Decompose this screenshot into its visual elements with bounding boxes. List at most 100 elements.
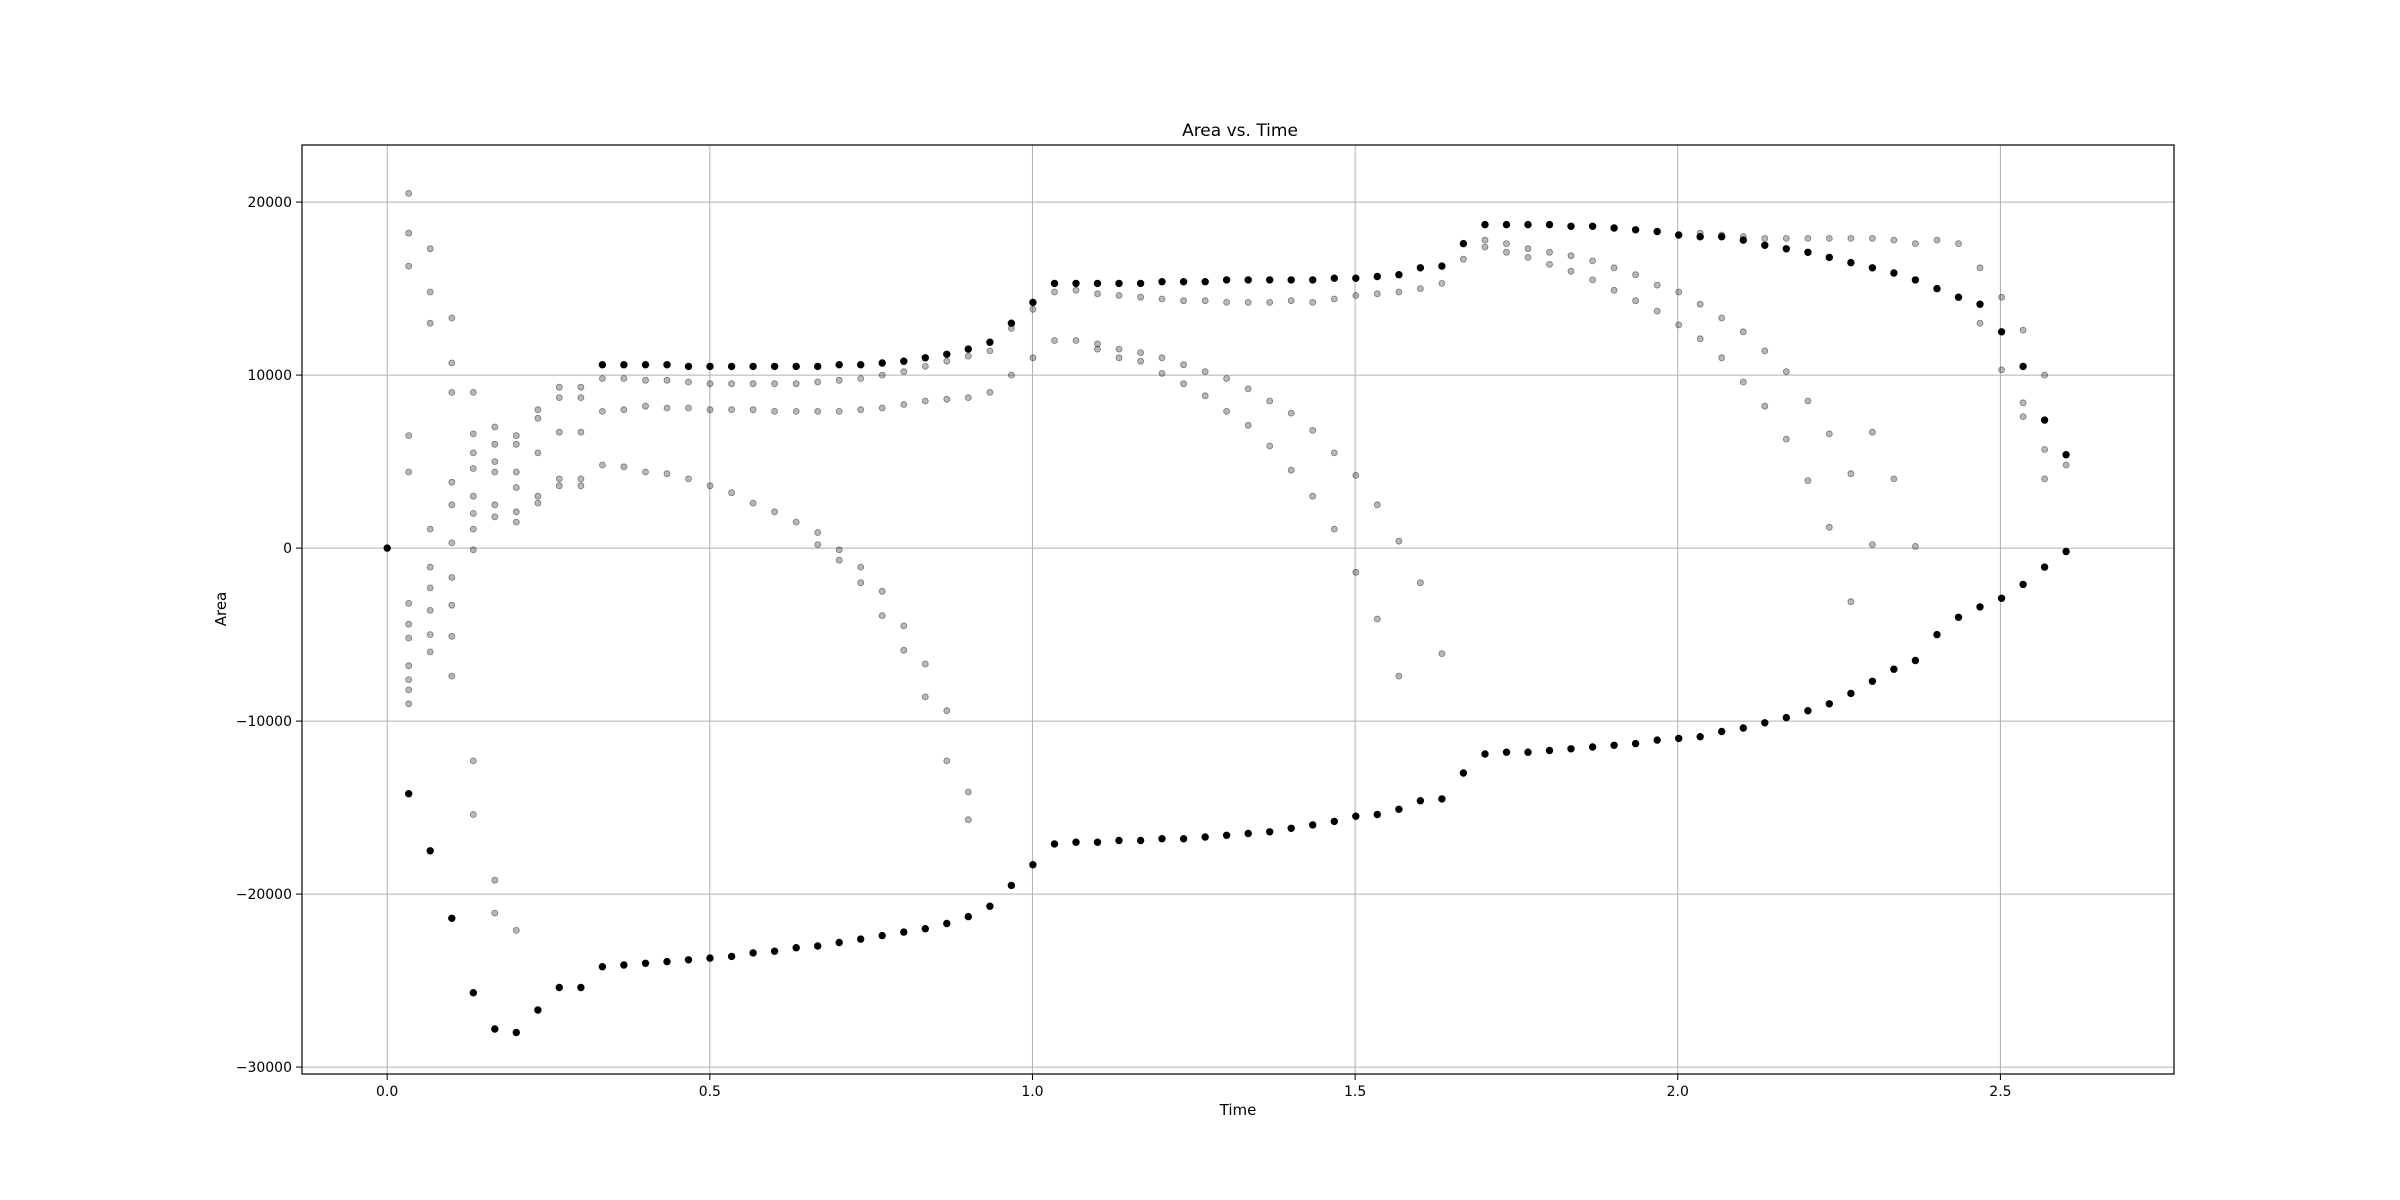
data-point	[1416, 264, 1425, 272]
data-point	[684, 362, 693, 371]
data-point	[835, 938, 843, 947]
data-point	[771, 508, 778, 516]
data-point	[2062, 451, 2070, 459]
y-tick-label: −10000	[236, 714, 292, 730]
x-tick-label: 0.0	[376, 1084, 398, 1100]
data-point	[663, 404, 671, 412]
data-point	[1546, 248, 1553, 256]
data-point	[1890, 475, 1898, 483]
data-point	[1546, 260, 1553, 268]
data-point	[1696, 335, 1704, 343]
data-point	[1093, 838, 1102, 846]
data-point	[1308, 821, 1317, 829]
data-point	[491, 423, 499, 431]
data-point	[706, 380, 714, 388]
data-point	[900, 928, 908, 936]
data-point	[1223, 375, 1230, 382]
data-point	[1395, 805, 1403, 813]
data-point	[749, 499, 757, 507]
data-point	[512, 518, 520, 526]
data-point	[792, 380, 800, 388]
data-point	[1459, 239, 1468, 248]
data-point	[426, 563, 434, 571]
data-point	[1696, 229, 1704, 237]
data-point	[706, 362, 714, 371]
data-point	[1115, 354, 1123, 362]
data-point	[1804, 234, 1812, 242]
data-point	[1201, 278, 1209, 286]
data-point	[814, 362, 822, 371]
data-point	[577, 482, 585, 490]
data-point	[1912, 543, 1919, 550]
data-point	[1244, 421, 1252, 429]
data-point	[1976, 300, 1984, 308]
data-point	[1847, 598, 1855, 606]
data-point	[943, 919, 951, 928]
data-point	[792, 944, 800, 952]
data-point	[1352, 471, 1360, 479]
data-point	[1588, 743, 1597, 751]
data-point	[1890, 236, 1898, 244]
data-point	[405, 432, 413, 440]
data-point	[1136, 279, 1145, 288]
data-point	[792, 362, 800, 371]
data-point	[1502, 220, 1511, 229]
data-point	[426, 288, 434, 296]
data-point	[1589, 257, 1596, 265]
data-point	[469, 492, 477, 500]
data-point	[1352, 568, 1360, 576]
data-point	[405, 790, 413, 798]
data-point	[1933, 630, 1941, 639]
data-point	[641, 361, 650, 369]
data-point	[599, 375, 606, 382]
data-point	[749, 380, 757, 388]
data-point	[1137, 357, 1144, 365]
data-point	[1847, 234, 1855, 242]
data-point	[986, 347, 994, 355]
data-point	[1567, 267, 1575, 275]
data-point	[512, 1028, 520, 1037]
data-point	[405, 229, 413, 237]
data-point	[943, 350, 951, 358]
data-point	[534, 449, 542, 457]
plot-area-frame	[301, 144, 2175, 1075]
data-point	[555, 394, 563, 402]
data-point	[986, 338, 994, 346]
data-point	[512, 440, 520, 448]
data-point	[1481, 236, 1489, 244]
data-point	[835, 556, 843, 564]
data-point	[814, 407, 822, 415]
data-point	[921, 925, 929, 933]
data-point	[1718, 231, 1726, 239]
data-point	[1524, 245, 1532, 253]
data-point	[1567, 252, 1575, 260]
data-point	[663, 470, 671, 478]
y-axis-ticks: −30000 −20000 −10000 0 10000 20000	[236, 195, 302, 1076]
data-point	[835, 376, 843, 384]
data-point	[1631, 226, 1640, 234]
data-point	[706, 406, 714, 414]
data-point	[426, 607, 434, 614]
data-point	[1739, 328, 1747, 336]
data-point	[1094, 340, 1101, 348]
data-point	[448, 359, 456, 367]
data-point	[1007, 881, 1016, 890]
data-point	[1696, 733, 1704, 741]
data-point	[1180, 297, 1187, 305]
data-point	[1287, 297, 1295, 305]
data-point	[1266, 397, 1274, 405]
data-point	[405, 662, 413, 670]
data-point	[878, 359, 886, 367]
data-point	[1180, 361, 1187, 369]
x-tick-label: 2.0	[1667, 1084, 1689, 1100]
data-point	[405, 189, 413, 197]
data-point	[469, 430, 477, 438]
data-point	[1287, 276, 1295, 284]
data-point	[577, 383, 585, 391]
data-point	[2019, 362, 2027, 371]
data-point	[405, 468, 413, 476]
data-point	[1093, 279, 1102, 288]
data-point	[1438, 650, 1446, 657]
y-tick-label: −20000	[236, 887, 292, 903]
